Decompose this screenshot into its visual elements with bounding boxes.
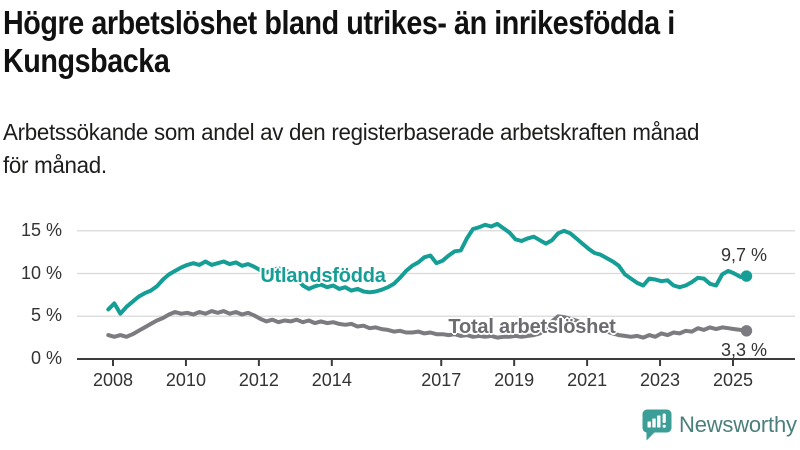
end-value-label-utlandsfodda: 9,7 % (721, 245, 768, 265)
series-label-total-arbetsloshet: Total arbetslöshet (448, 316, 616, 338)
series-end-dot-0 (740, 270, 753, 282)
brand-name: Newsworthy (679, 412, 797, 437)
x-tick-label: 2021 (567, 370, 608, 390)
y-tick-label: 15 % (20, 219, 62, 240)
y-tick-label: 5 % (30, 305, 62, 326)
x-tick-label: 2014 (311, 370, 352, 390)
y-tick-label: 0 % (30, 348, 62, 368)
newsworthy-logo-icon (642, 409, 672, 441)
x-tick-label: 2008 (92, 370, 134, 390)
chart-subtitle-line-2: för månad. (3, 152, 107, 178)
x-tick-label: 2025 (712, 370, 753, 390)
page-title-line-2: Kungsbacka (3, 42, 170, 79)
series-end-dot-1 (740, 325, 753, 337)
brand-logo: Newsworthy (642, 409, 797, 441)
series-line-1 (106, 309, 749, 340)
page-title-line-1: Högre arbetslöshet bland utrikes- än inr… (3, 4, 675, 41)
x-tick-label: 2017 (421, 370, 462, 390)
chart-subtitle-line-1: Arbetssökande som andel av den registerb… (3, 119, 700, 145)
end-value-label-total: 3,3 % (721, 340, 768, 360)
x-tick-label: 2023 (640, 370, 681, 390)
series-label-utlandsfodda: Utlandsfödda (260, 265, 386, 287)
series-line-0 (106, 221, 749, 316)
y-tick-label: 10 % (20, 262, 62, 283)
x-tick-label: 2012 (238, 370, 279, 390)
x-tick-label: 2019 (494, 370, 535, 390)
x-tick-label: 2010 (165, 370, 206, 390)
